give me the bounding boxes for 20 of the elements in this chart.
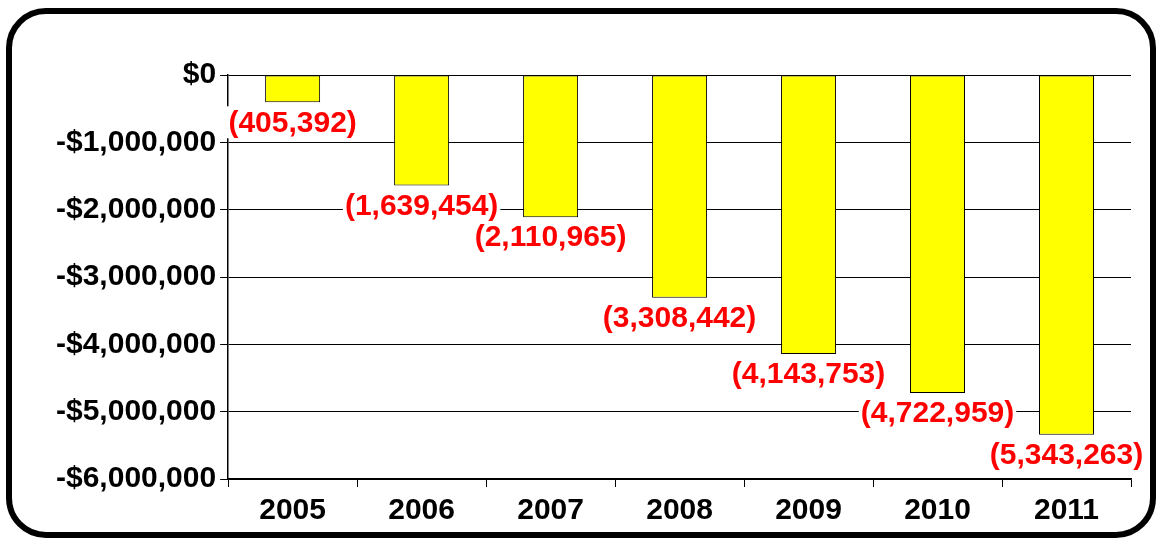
data-label: (4,722,959) bbox=[860, 395, 1015, 429]
y-tick-label: -$2,000,000 bbox=[56, 190, 217, 224]
data-label: (4,143,753) bbox=[731, 356, 886, 390]
x-tick-label: 2010 bbox=[904, 492, 971, 526]
x-tick-label: 2006 bbox=[388, 492, 455, 526]
x-tick-label: 2005 bbox=[259, 492, 326, 526]
y-tick-label: -$5,000,000 bbox=[56, 392, 217, 426]
data-label: (3,308,442) bbox=[602, 300, 757, 334]
x-tick-label: 2009 bbox=[775, 492, 842, 526]
y-tick-label: -$3,000,000 bbox=[56, 258, 217, 292]
y-tick-label: -$4,000,000 bbox=[56, 325, 217, 359]
data-label: (405,392) bbox=[228, 104, 357, 138]
data-label: (1,639,454) bbox=[344, 187, 499, 221]
y-tick-label: -$6,000,000 bbox=[56, 460, 217, 494]
x-tick-label: 2007 bbox=[517, 492, 584, 526]
data-label: (5,343,263) bbox=[989, 437, 1144, 471]
y-tick-label: $0 bbox=[182, 56, 217, 90]
x-tick-label: 2008 bbox=[646, 492, 713, 526]
y-tick-label: -$1,000,000 bbox=[56, 123, 217, 157]
x-tick-label: 2011 bbox=[1033, 492, 1100, 526]
